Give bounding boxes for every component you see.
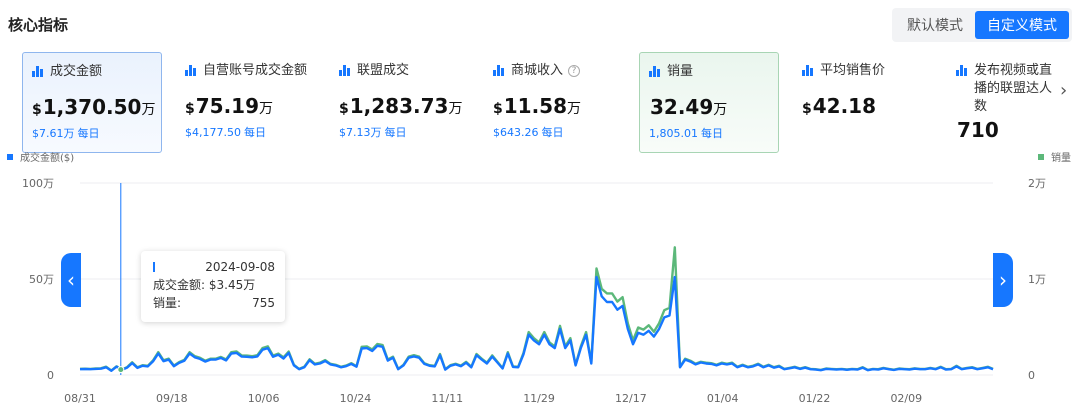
tooltip-sales-value: 755 xyxy=(252,296,275,310)
legend-label-gmv: 成交金额($) xyxy=(20,151,74,164)
metric-card-sales[interactable]: 销量 32.49万 1,805.01 每日 xyxy=(639,52,779,153)
metric-label: 发布视频或直播的联盟达人数 xyxy=(974,63,1053,114)
help-icon[interactable]: ? xyxy=(568,65,581,77)
chart-scroll-right-button[interactable]: › xyxy=(993,253,1013,307)
y-left-tick-label: 100万 xyxy=(22,177,54,190)
metric-value: $11.58万 xyxy=(493,94,582,118)
metric-label: 销量 xyxy=(667,64,694,79)
metric-card-affiliate-gmv[interactable]: 联盟成交 $1,283.73万 $7.13万 每日 xyxy=(330,52,480,153)
y-right-tick-label: 1万 xyxy=(1028,273,1046,286)
y-right-tick-label: 2万 xyxy=(1028,177,1046,190)
legend-label-sales: 销量 xyxy=(1051,151,1071,164)
y-left-tick-label: 0 xyxy=(47,369,54,382)
tooltip-gmv-value: $3.45万 xyxy=(208,278,256,292)
x-tick-label: 10/06 xyxy=(248,392,280,405)
tooltip-date: 2024-09-08 xyxy=(205,260,275,274)
bar-chart-icon xyxy=(32,66,44,77)
metric-card-own-account-gmv[interactable]: 自营账号成交金额 $75.19万 $4,177.50 每日 xyxy=(176,52,326,153)
x-tick-label: 01/22 xyxy=(799,392,831,405)
mode-toggle: 默认模式 自定义模式 xyxy=(892,8,1072,42)
legend-swatch-sales xyxy=(1038,154,1044,160)
x-tick-label: 11/29 xyxy=(523,392,555,405)
metric-value: $1,283.73万 xyxy=(339,94,463,118)
metric-label: 自营账号成交金额 xyxy=(203,63,308,78)
bar-chart-icon xyxy=(185,65,197,76)
hover-point-sales xyxy=(117,366,125,374)
metric-label: 联盟成交 xyxy=(357,63,410,78)
x-tick-label: 08/31 xyxy=(64,392,96,405)
bar-chart-icon xyxy=(493,65,505,76)
metric-label: 成交金额 xyxy=(50,64,103,79)
chart-tooltip: 2024-09-08 成交金额: $3.45万 销量: 755 xyxy=(141,251,285,322)
metric-label: 商城收入 xyxy=(511,63,564,78)
x-tick-label: 02/09 xyxy=(890,392,922,405)
metric-daily: $643.26 每日 xyxy=(493,126,564,139)
tooltip-gmv-label: 成交金额: xyxy=(153,278,206,292)
custom-mode-button[interactable]: 自定义模式 xyxy=(975,11,1069,39)
chevron-right-icon[interactable]: › xyxy=(1060,80,1068,101)
default-mode-button[interactable]: 默认模式 xyxy=(907,18,963,34)
metric-card-avg-price[interactable]: 平均销售价 $42.18 xyxy=(793,52,943,153)
trend-chart: 成交金额($) 销量 0 50万 100万 0 1万 2万 08/31 09/18 10/06 10/… xyxy=(0,150,1080,420)
bar-chart-icon xyxy=(802,65,814,76)
series-line-gmv xyxy=(79,275,994,372)
metric-value: 710 xyxy=(957,118,999,142)
metric-cards: 成交金额 $1,370.50万 $7.61万 每日 自营账号成交金额 $75.19… xyxy=(22,52,1056,154)
metric-value: 32.49万 xyxy=(650,95,728,119)
metric-daily: $7.13万 每日 xyxy=(339,126,407,139)
metric-card-gmv[interactable]: 成交金额 $1,370.50万 $7.61万 每日 xyxy=(22,52,162,153)
bar-chart-icon xyxy=(956,65,968,76)
x-tick-label: 11/11 xyxy=(431,392,463,405)
bar-chart-icon xyxy=(339,65,351,76)
y-right-tick-label: 0 xyxy=(1028,369,1035,382)
metric-card-mall-income[interactable]: 商城收入? $11.58万 $643.26 每日 xyxy=(484,52,634,153)
metric-value: $42.18 xyxy=(802,94,877,118)
x-tick-label: 09/18 xyxy=(156,392,188,405)
legend-swatch-gmv xyxy=(7,154,13,160)
metric-label: 平均销售价 xyxy=(820,63,886,78)
section-title: 核心指标 xyxy=(8,16,69,34)
metric-daily: $7.61万 每日 xyxy=(32,127,100,140)
x-tick-label: 10/24 xyxy=(340,392,372,405)
x-tick-label: 12/17 xyxy=(615,392,647,405)
metric-card-creator-count[interactable]: 发布视频或直播的联盟达人数 710 xyxy=(947,52,1056,153)
metric-value: $1,370.50万 xyxy=(32,95,156,119)
line-chart-svg[interactable]: 成交金额($) 销量 0 50万 100万 0 1万 2万 08/31 09/18 10/06 10/… xyxy=(0,150,1080,420)
metric-daily: 1,805.01 每日 xyxy=(649,127,723,140)
bar-chart-icon xyxy=(649,66,661,77)
metric-daily: $4,177.50 每日 xyxy=(185,126,266,139)
y-left-tick-label: 50万 xyxy=(29,273,54,286)
metric-value: $75.19万 xyxy=(185,94,274,118)
x-tick-label: 01/04 xyxy=(707,392,739,405)
tooltip-sales-label: 销量: xyxy=(153,296,182,310)
chart-scroll-left-button[interactable]: ‹ xyxy=(61,253,81,307)
